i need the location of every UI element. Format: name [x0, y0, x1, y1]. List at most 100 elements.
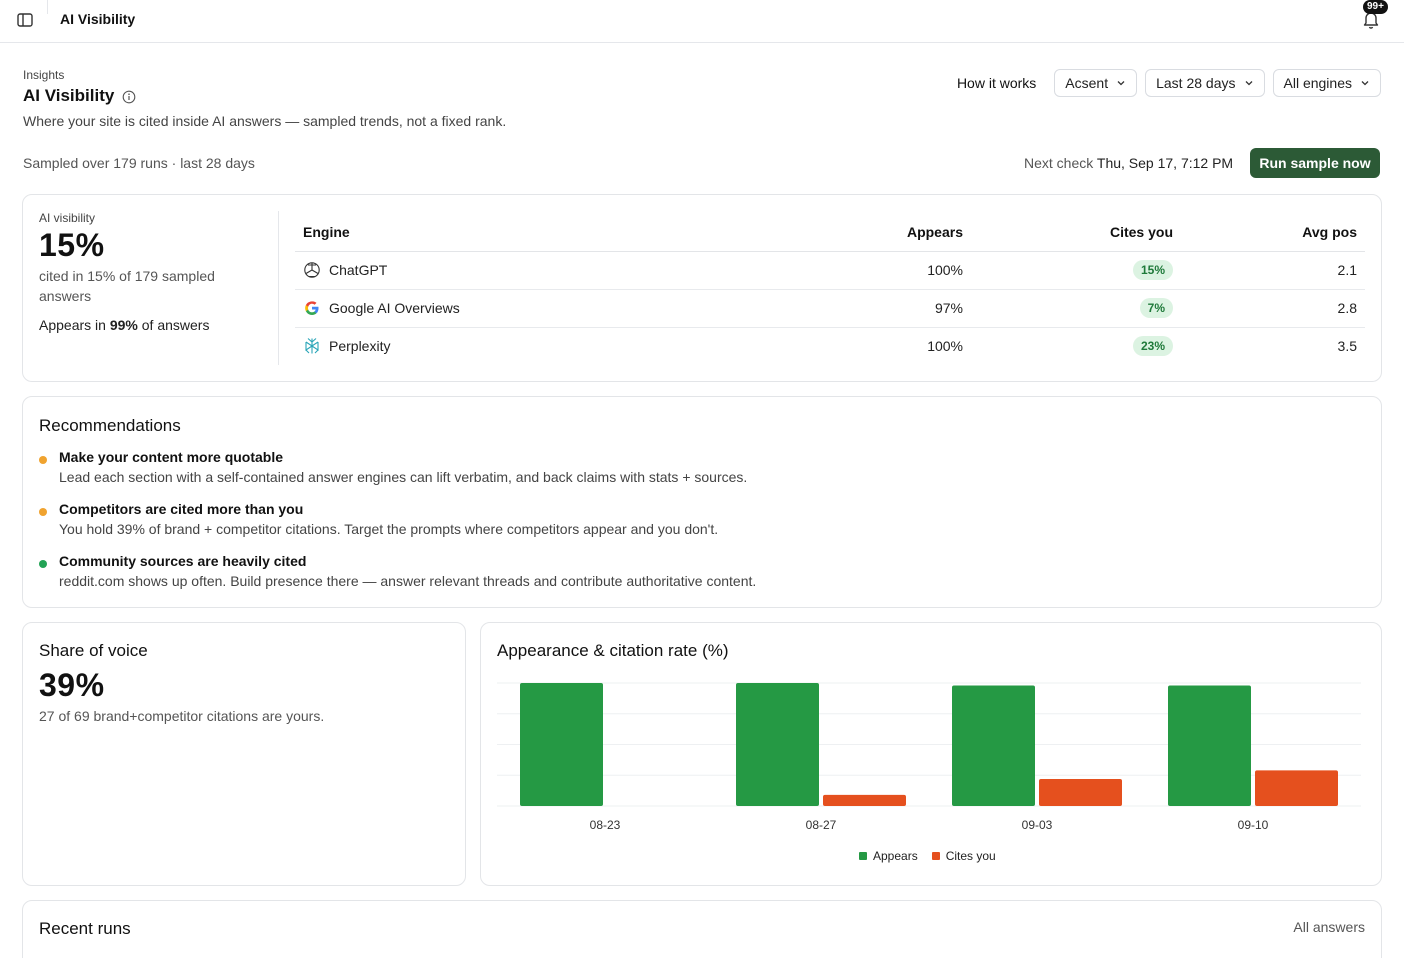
run-sample-button[interactable]: Run sample now — [1250, 148, 1380, 178]
recent-runs-card: Recent runs All answers — [22, 900, 1382, 958]
col-avgpos[interactable]: Avg pos — [1181, 213, 1365, 252]
x-tick-label: 08-23 — [590, 818, 621, 832]
engine-name: ChatGPT — [303, 261, 707, 279]
legend-label-appears: Appears — [873, 849, 918, 863]
chevron-down-icon — [1117, 81, 1125, 86]
recommendation-dot — [39, 456, 47, 464]
sov-value: 39% — [39, 667, 105, 703]
visibility-appears: Appears in 99% of answers — [39, 317, 279, 333]
visibility-divider — [278, 211, 279, 365]
brand-select-value: Acsent — [1065, 75, 1109, 91]
col-appears[interactable]: Appears — [715, 213, 971, 252]
sov-title: Share of voice — [39, 641, 148, 660]
table-row[interactable]: ChatGPT 100% 15% 2.1 — [295, 251, 1365, 290]
table-row[interactable]: Perplexity 100% 23% 3.5 — [295, 327, 1365, 365]
avgpos-cell: 2.8 — [1181, 289, 1365, 328]
engines-select[interactable]: All engines — [1272, 69, 1381, 97]
engine-table-header: Engine Appears Cites you Avg pos — [295, 213, 1365, 252]
chevron-down-icon — [1245, 81, 1252, 86]
cites-badge: 23% — [1132, 336, 1173, 357]
engine-label: ChatGPT — [329, 262, 388, 278]
visibility-card: AI visibility 15% cited in 15% of 179 sa… — [22, 194, 1382, 382]
recommendation-dot — [39, 560, 47, 568]
info-icon[interactable] — [122, 89, 136, 104]
topbar-title: AI Visibility — [60, 11, 136, 27]
recommendation-title: Make your content more quotable — [59, 449, 284, 465]
visibility-value: 15% — [39, 227, 105, 263]
chart-bar-appears-08-27[interactable] — [736, 683, 819, 806]
next-check-label: Next check — [1024, 155, 1094, 171]
citation-rate-chart: 08-23 08-27 09-03 09-10 — [497, 682, 1361, 832]
table-row[interactable]: Google AI Overviews 97% 7% 2.8 — [295, 289, 1365, 328]
next-check: Next check Thu, Sep 17, 7:12 PM — [1024, 155, 1233, 171]
legend-item-cites[interactable]: Cites you — [931, 849, 996, 863]
x-tick-label: 09-03 — [1022, 818, 1053, 832]
chart-title: Appearance & citation rate (%) — [497, 641, 729, 660]
chart-bar-appears-09-10[interactable] — [1168, 685, 1251, 806]
sov-desc: 27 of 69 brand+competitor citations are … — [39, 708, 325, 724]
engine-name: Perplexity — [303, 337, 707, 355]
notification-badge: 99+ — [1363, 0, 1388, 14]
chart-bar-cites-09-10[interactable] — [1255, 770, 1338, 806]
google-icon — [305, 301, 319, 315]
openai-icon — [304, 262, 320, 278]
page-title: AI Visibility — [23, 86, 136, 106]
recent-runs-title: Recent runs — [39, 919, 131, 938]
col-engine[interactable]: Engine — [295, 213, 715, 252]
appears-cell: 97% — [715, 289, 971, 328]
visibility-summary: AI visibility 15% cited in 15% of 179 sa… — [39, 211, 279, 333]
how-it-works-link[interactable]: How it works — [956, 75, 1037, 91]
brand-select[interactable]: Acsent — [1054, 69, 1138, 97]
recommendation-dot — [39, 508, 47, 516]
share-of-voice-card: Share of voice 39% 27 of 69 brand+compet… — [22, 622, 466, 886]
topbar-divider — [47, 0, 48, 14]
visibility-desc: cited in 15% of 179 sampled answers — [39, 268, 215, 304]
engine-label: Google AI Overviews — [329, 300, 460, 316]
appears-suffix: of answers — [141, 317, 210, 333]
range-select-value: Last 28 days — [1156, 75, 1236, 91]
cites-badge: 15% — [1132, 260, 1173, 280]
chart-bar-cites-08-27[interactable] — [823, 794, 906, 806]
next-check-value: Thu, Sep 17, 7:12 PM — [1096, 155, 1234, 171]
chart-legend: Appears Cites you — [859, 849, 996, 863]
legend-swatch-cites — [931, 852, 940, 860]
appears-cell: 100% — [927, 338, 963, 355]
citation-rate-chart-card: 08-23 08-27 09-03 09-10 Appearance & citati… — [480, 622, 1382, 886]
engine-label: Perplexity — [329, 338, 391, 355]
top-bar: AI Visibility 99+ — [0, 0, 1404, 43]
chevron-down-icon — [1361, 81, 1369, 86]
cites-badge: 7% — [1139, 298, 1173, 318]
avgpos-cell: 3.5 — [1337, 338, 1357, 355]
visibility-label: AI visibility — [39, 211, 96, 225]
page-subtitle: Where your site is cited inside AI answe… — [23, 113, 507, 129]
sidebar-toggle-icon[interactable] — [12, 9, 38, 31]
header-actions: How it works Acsent Last 28 days All eng… — [957, 69, 1381, 97]
legend-item-appears[interactable]: Appears — [859, 849, 918, 863]
all-answers-link[interactable]: All answers — [1293, 919, 1365, 935]
avgpos-cell: 2.1 — [1181, 251, 1365, 290]
recommendation-title: Competitors are cited more than you — [59, 501, 304, 517]
appears-cell: 100% — [715, 251, 971, 290]
chart-bar-appears-08-23[interactable] — [520, 683, 603, 806]
chart-bar-appears-09-03[interactable] — [952, 685, 1035, 806]
chart-bar-cites-09-03[interactable] — [1039, 778, 1122, 806]
col-cites[interactable]: Cites you — [971, 213, 1181, 252]
recommendations-card: Recommendations Make your content more q… — [22, 396, 1382, 608]
page-title-text: AI Visibility — [23, 86, 115, 105]
recommendation-body: Lead each section with a self-contained … — [59, 469, 748, 485]
range-select[interactable]: Last 28 days — [1145, 69, 1265, 97]
legend-swatch-appears — [859, 852, 867, 860]
engine-name: Google AI Overviews — [303, 299, 707, 317]
recommendation-title: Community sources are heavily cited — [59, 553, 307, 569]
sampled-info: Sampled over 179 runs · last 28 days — [23, 155, 255, 171]
x-tick-label: 09-10 — [1238, 818, 1269, 832]
recommendation-body: You hold 39% of brand + competitor citat… — [59, 521, 719, 537]
appears-prefix: Appears in — [39, 317, 106, 333]
engine-table: Engine Appears Cites you Avg pos ChatGPT… — [295, 213, 1365, 365]
perplexity-icon — [305, 338, 319, 354]
engines-select-value: All engines — [1283, 75, 1353, 91]
recommendations-title: Recommendations — [39, 416, 181, 435]
appears-value: 99% — [109, 317, 138, 333]
x-tick-label: 08-27 — [806, 818, 837, 832]
breadcrumb[interactable]: Insights — [23, 68, 65, 82]
